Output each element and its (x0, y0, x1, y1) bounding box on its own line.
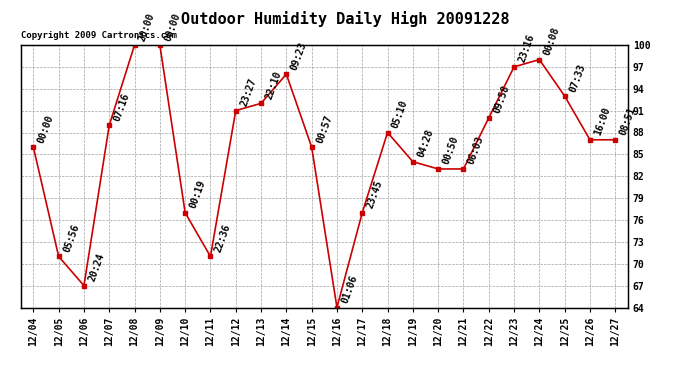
Text: 23:27: 23:27 (239, 77, 258, 108)
Text: 07:16: 07:16 (112, 92, 132, 122)
Text: 00:08: 00:08 (542, 26, 562, 57)
Text: 00:00: 00:00 (36, 113, 56, 144)
Text: 20:00: 20:00 (137, 11, 157, 42)
Text: 05:10: 05:10 (391, 99, 410, 130)
Text: 00:00: 00:00 (163, 11, 182, 42)
Text: 22:36: 22:36 (213, 223, 233, 254)
Text: 04:28: 04:28 (415, 128, 435, 159)
Text: 22:10: 22:10 (264, 69, 284, 100)
Text: 00:50: 00:50 (441, 135, 460, 166)
Text: 20:24: 20:24 (87, 252, 106, 283)
Text: 05:56: 05:56 (61, 223, 81, 254)
Text: 23:16: 23:16 (517, 33, 536, 64)
Text: 09:58: 09:58 (491, 84, 511, 115)
Text: 00:19: 00:19 (188, 179, 208, 210)
Text: Outdoor Humidity Daily High 20091228: Outdoor Humidity Daily High 20091228 (181, 11, 509, 27)
Text: 08:51: 08:51 (618, 106, 638, 137)
Text: 23:45: 23:45 (365, 179, 384, 210)
Text: 07:33: 07:33 (567, 62, 587, 93)
Text: 00:57: 00:57 (315, 113, 334, 144)
Text: Copyright 2009 Cartronics.com: Copyright 2009 Cartronics.com (21, 31, 177, 40)
Text: 01:06: 01:06 (339, 274, 359, 305)
Text: 16:00: 16:00 (593, 106, 612, 137)
Text: 09:23: 09:23 (289, 40, 308, 71)
Text: 06:03: 06:03 (466, 135, 486, 166)
